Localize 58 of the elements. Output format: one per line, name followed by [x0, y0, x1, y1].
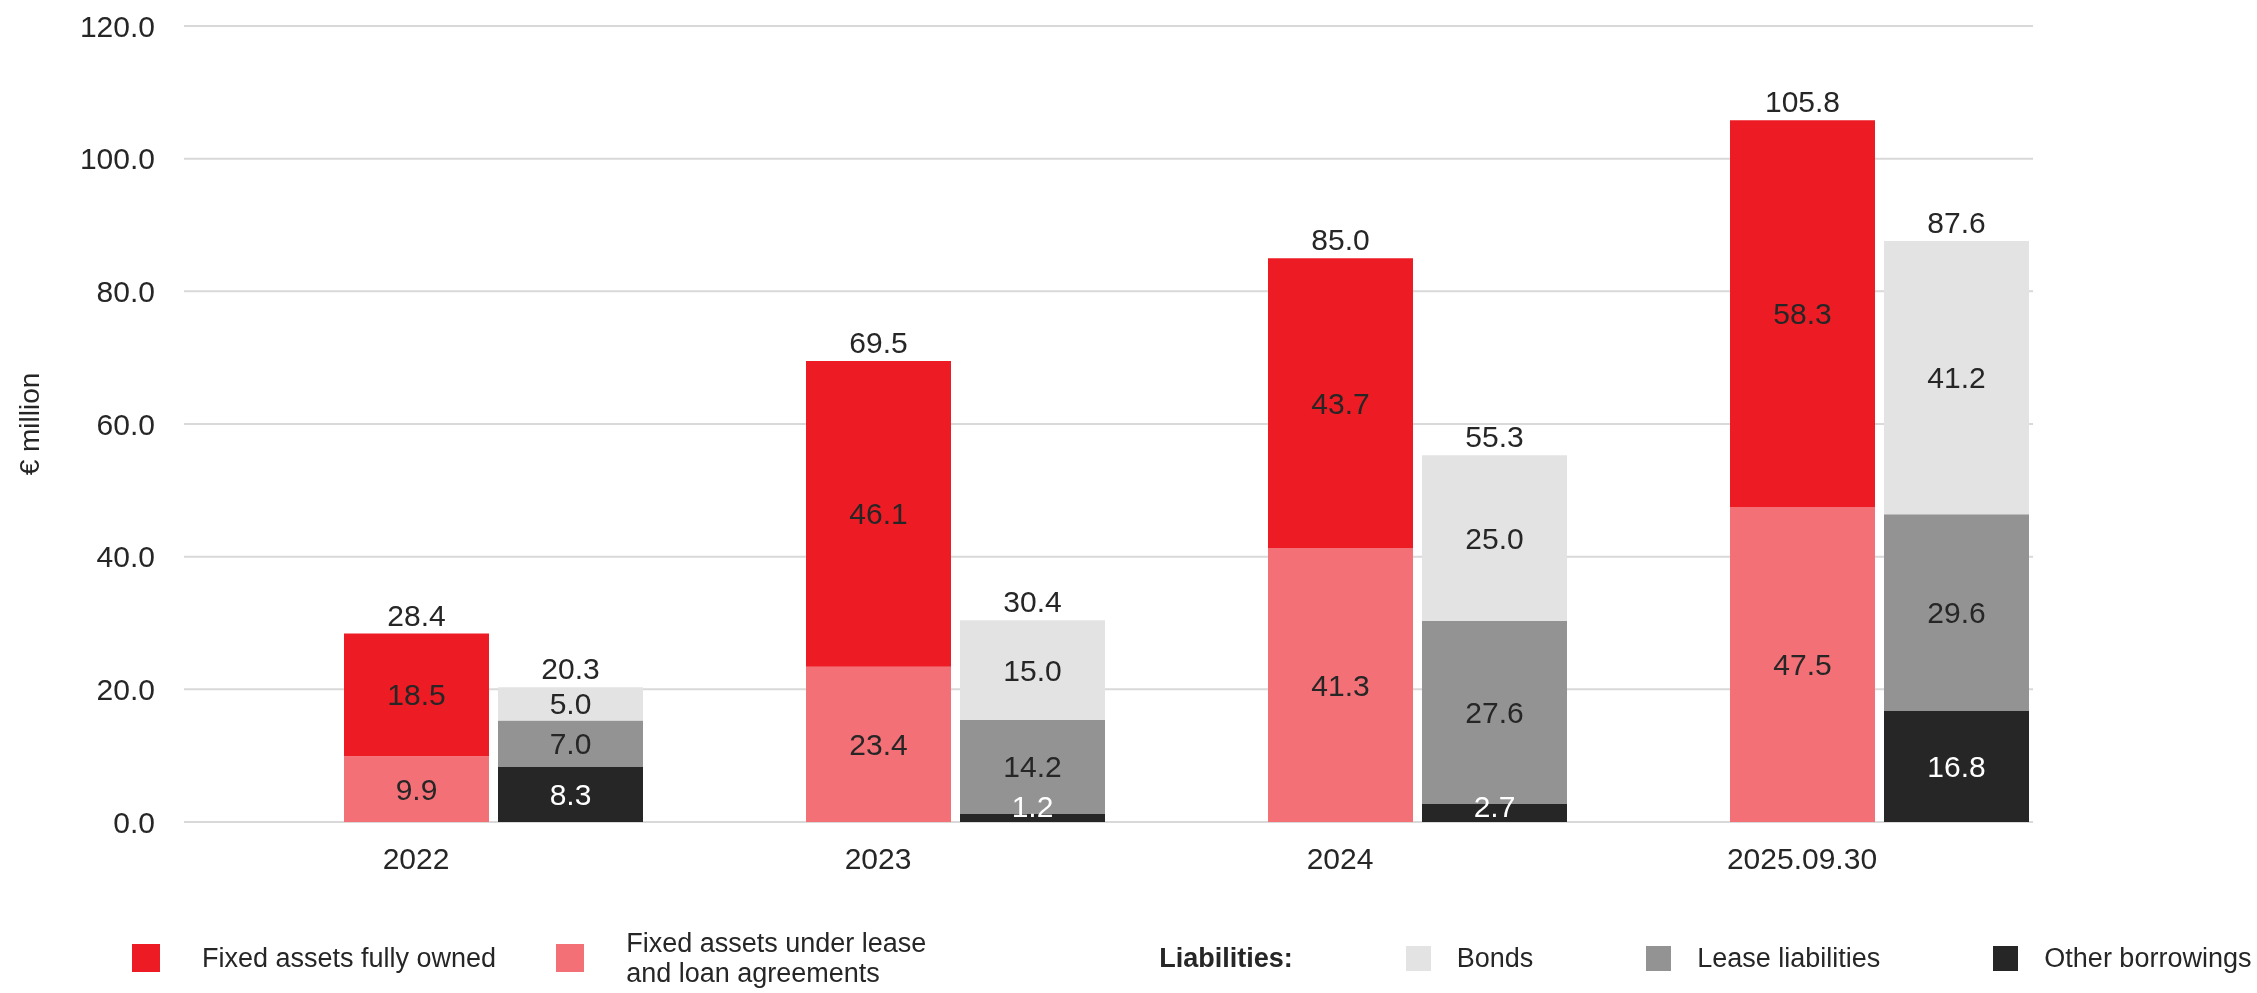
data-label: 58.3: [1773, 297, 1832, 331]
total-label: 30.4: [1003, 585, 1062, 619]
data-label: 9.9: [395, 772, 438, 806]
data-label: 29.6: [1927, 595, 1986, 629]
bar: [498, 720, 643, 767]
y-axis-title: € million: [13, 372, 45, 476]
y-tick-label: 100.0: [79, 142, 155, 176]
data-label: 18.5: [387, 678, 446, 712]
total-label: 105.8: [1764, 85, 1841, 119]
legend-label: Fixed assets fully owned: [202, 943, 497, 973]
x-tick-label: 2025.09.30: [1726, 842, 1878, 876]
bar: [1730, 120, 1875, 507]
x-tick-label: 2024: [1306, 842, 1374, 876]
data-label: 23.4: [849, 727, 908, 761]
legend-title: Liabilities:: [1159, 943, 1293, 973]
total-label: 28.4: [387, 598, 446, 632]
data-label: 46.1: [849, 497, 908, 531]
data-label: 2.7: [1473, 789, 1516, 823]
bar: [344, 633, 489, 757]
total-label: 87.6: [1927, 205, 1986, 239]
bar: [1268, 258, 1413, 549]
total-label: 85.0: [1311, 223, 1370, 257]
y-tick-label: 20.0: [96, 672, 155, 706]
y-tick-label: 120.0: [79, 9, 155, 43]
total-label: 20.3: [541, 652, 600, 686]
y-tick-label: 40.0: [96, 540, 155, 574]
x-tick-label: 2023: [844, 842, 912, 876]
data-label: 8.3: [549, 777, 592, 811]
bar: [498, 766, 643, 822]
legend-label: Other borrowings: [2044, 943, 2252, 973]
data-label: 14.2: [1003, 750, 1062, 784]
x-tick-label: 2022: [382, 842, 450, 876]
bar: [344, 756, 489, 822]
y-tick-label: 60.0: [96, 407, 155, 441]
data-label: 43.7: [1311, 386, 1370, 420]
total-label: 55.3: [1465, 420, 1524, 454]
total-label: 69.5: [849, 325, 908, 359]
data-label: 25.0: [1465, 521, 1524, 555]
data-label: 16.8: [1927, 749, 1986, 783]
data-label: 41.2: [1927, 361, 1986, 395]
data-label: 27.6: [1465, 696, 1524, 730]
legend-label: Fixed assets under lease and loan agreements: [626, 928, 928, 988]
data-label: 41.3: [1311, 668, 1370, 702]
bar: [960, 719, 1105, 815]
legend-label: Bonds: [1456, 943, 1534, 973]
bar: [1730, 506, 1875, 822]
data-label: 7.0: [549, 727, 592, 761]
bar: [806, 666, 951, 822]
bar: [1884, 710, 2029, 822]
y-tick-label: 0.0: [113, 805, 155, 839]
data-label: 15.0: [1003, 653, 1062, 687]
bar: [1884, 514, 2029, 711]
legend-label: Lease liabilities: [1697, 943, 1881, 973]
y-tick-label: 80.0: [96, 274, 155, 308]
bar: [1268, 548, 1413, 822]
bar: [806, 360, 951, 667]
data-label: 47.5: [1773, 647, 1832, 681]
data-label: 5.0: [549, 687, 592, 721]
